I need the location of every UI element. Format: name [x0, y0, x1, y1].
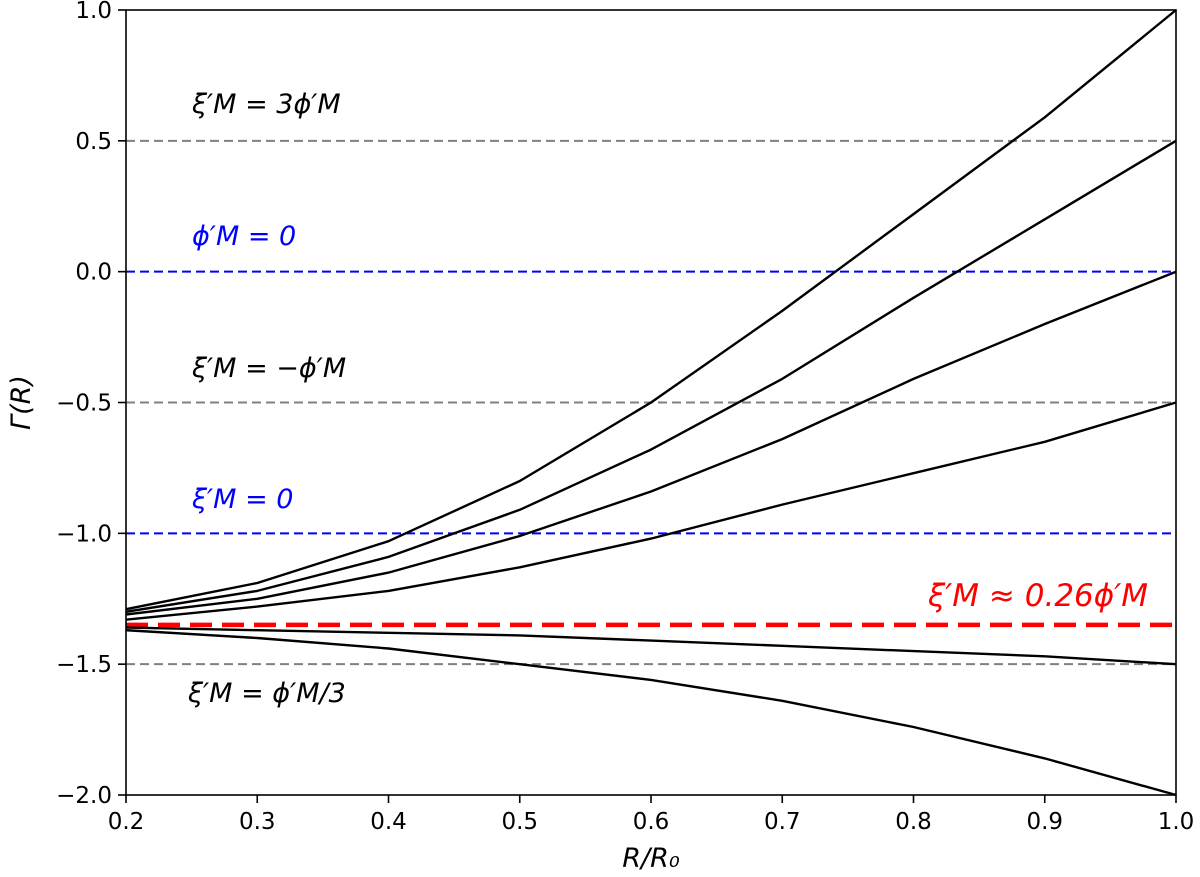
x-tick-label: 0.4 [370, 809, 407, 835]
y-tick-label: −0.5 [56, 391, 112, 417]
x-axis-label: R/R₀ [622, 843, 680, 874]
x-tick-label: 0.5 [501, 809, 538, 835]
y-tick-label: −2.0 [56, 783, 112, 809]
y-tick-label: −1.0 [56, 521, 112, 547]
curve-2 [125, 270, 1177, 616]
x-tick-label: 1.0 [1158, 809, 1195, 835]
y-tick-label: −1.5 [56, 652, 112, 678]
x-tick-label: 0.7 [764, 809, 801, 835]
y-axis-label: Γ(R) [6, 375, 37, 430]
curve-3 [125, 401, 1177, 621]
annotation-1: ϕ′M = 0 [192, 221, 296, 252]
curve-0 [125, 9, 1177, 611]
curves [125, 9, 1177, 797]
curve-5 [125, 629, 1177, 797]
curve-1 [125, 139, 1177, 613]
x-tick-label: 0.6 [633, 809, 670, 835]
x-tick-label: 0.9 [1026, 809, 1063, 835]
annotations: ξ′M = 3ϕ′M ϕ′M = 0 ξ′M = −ϕ′M ξ′M = 0 ξ′M ≈ … [187, 89, 1148, 709]
x-tick-label: 0.3 [239, 809, 276, 835]
y-tick-label: 1.0 [75, 0, 112, 24]
y-axis-ticks: 1.0 0.5 0.0 −0.5 −1.0 −1.5 −2.0 [56, 0, 126, 809]
y-tick-label: 0.5 [75, 129, 112, 155]
annotation-4: ξ′M ≈ 0.26ϕ′M [927, 578, 1148, 614]
curve-4 [125, 626, 1177, 666]
annotation-5: ξ′M = ϕ′M/3 [187, 678, 346, 709]
annotation-2: ξ′M = −ϕ′M [191, 353, 346, 384]
annotation-3: ξ′M = 0 [191, 484, 293, 515]
x-tick-label: 0.2 [108, 809, 145, 835]
x-axis-ticks: 0.2 0.3 0.4 0.5 0.6 0.7 0.8 0.9 1.0 [108, 795, 1195, 835]
y-tick-label: 0.0 [75, 260, 112, 286]
x-tick-label: 0.8 [895, 809, 932, 835]
annotation-0: ξ′M = 3ϕ′M [191, 89, 341, 120]
